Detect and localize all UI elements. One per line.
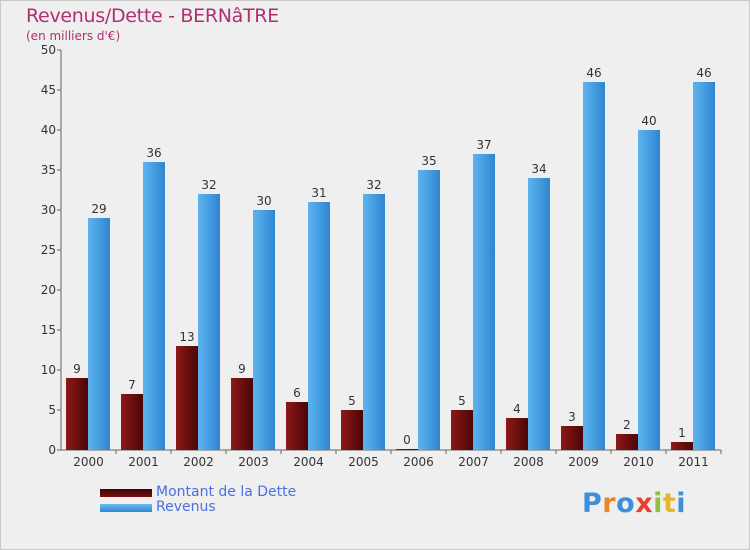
x-tick-label: 2005 xyxy=(348,455,379,469)
bar-revenus xyxy=(418,170,440,450)
data-label-dette: 13 xyxy=(179,330,194,344)
data-label-revenus: 30 xyxy=(256,194,271,208)
logo-letter: t xyxy=(662,488,677,519)
data-label-dette: 5 xyxy=(348,394,356,408)
data-label-dette: 3 xyxy=(568,410,576,424)
y-tick-label: 30 xyxy=(41,203,56,217)
bar-dette xyxy=(616,434,638,450)
bar-revenus xyxy=(308,202,330,450)
bar-dette xyxy=(561,426,583,450)
y-tick-label: 0 xyxy=(48,443,56,457)
logo-letter: r xyxy=(602,488,617,519)
bar-dette xyxy=(451,410,473,450)
bar-dette xyxy=(671,442,693,450)
logo-letter: x xyxy=(635,488,654,519)
x-tick-label: 2004 xyxy=(293,455,324,469)
y-tick-label: 10 xyxy=(41,363,56,377)
bar-dette xyxy=(286,402,308,450)
data-label-revenus: 46 xyxy=(586,66,601,80)
bar-dette xyxy=(66,378,88,450)
legend-label-revenus: Revenus xyxy=(156,499,216,515)
x-tick-label: 2000 xyxy=(73,455,104,469)
bar-revenus xyxy=(253,210,275,450)
bar-dette xyxy=(121,394,143,450)
data-label-revenus: 46 xyxy=(696,66,711,80)
logo-letter: i xyxy=(653,488,663,519)
data-label-dette: 5 xyxy=(458,394,466,408)
data-label-dette: 6 xyxy=(293,386,301,400)
x-tick-label: 2010 xyxy=(623,455,654,469)
data-label-dette: 2 xyxy=(623,418,631,432)
bar-dette xyxy=(231,378,253,450)
proxiti-logo: Proxiti xyxy=(582,488,686,519)
data-label-revenus: 40 xyxy=(641,114,656,128)
y-tick-label: 45 xyxy=(41,83,56,97)
y-tick-label: 20 xyxy=(41,283,56,297)
bar-dette xyxy=(341,410,363,450)
data-label-revenus: 31 xyxy=(311,186,326,200)
data-label-revenus: 37 xyxy=(476,138,491,152)
bar-revenus xyxy=(88,218,110,450)
x-tick-label: 2007 xyxy=(458,455,489,469)
y-tick-label: 40 xyxy=(41,123,56,137)
data-label-dette: 9 xyxy=(238,362,246,376)
bar-revenus xyxy=(363,194,385,450)
x-tick-label: 2006 xyxy=(403,455,434,469)
bar-revenus xyxy=(583,82,605,450)
data-label-revenus: 29 xyxy=(91,202,106,216)
data-label-dette: 4 xyxy=(513,402,521,416)
data-label-revenus: 34 xyxy=(531,162,546,176)
data-label-dette: 0 xyxy=(403,433,411,447)
chart-title: Revenus/Dette - BERNâTRE xyxy=(26,5,279,27)
x-tick-label: 2011 xyxy=(678,455,709,469)
bar-revenus xyxy=(198,194,220,450)
y-tick-label: 35 xyxy=(41,163,56,177)
data-label-revenus: 32 xyxy=(366,178,381,192)
bar-revenus xyxy=(143,162,165,450)
legend-label-dette: Montant de la Dette xyxy=(156,484,297,500)
data-label-revenus: 32 xyxy=(201,178,216,192)
x-tick-label: 2009 xyxy=(568,455,599,469)
data-label-dette: 1 xyxy=(678,426,686,440)
bar-dette xyxy=(176,346,198,450)
bar-revenus xyxy=(528,178,550,450)
x-tick-label: 2008 xyxy=(513,455,544,469)
data-label-revenus: 35 xyxy=(421,154,436,168)
bar-dette xyxy=(396,449,418,450)
bar-dette xyxy=(506,418,528,450)
legend-swatch-dette xyxy=(100,489,152,497)
chart-subtitle: (en milliers d'€) xyxy=(26,29,121,43)
y-tick-label: 15 xyxy=(41,323,56,337)
legend-swatch-revenus xyxy=(100,504,152,512)
x-tick-label: 2001 xyxy=(128,455,159,469)
x-tick-label: 2003 xyxy=(238,455,269,469)
y-tick-label: 5 xyxy=(48,403,56,417)
y-tick-label: 50 xyxy=(41,43,56,57)
data-label-revenus: 36 xyxy=(146,146,161,160)
bar-revenus xyxy=(693,82,715,450)
bar-revenus xyxy=(638,130,660,450)
logo-letter: P xyxy=(582,488,603,519)
logo-letter: o xyxy=(616,488,636,519)
x-tick-label: 2002 xyxy=(183,455,214,469)
logo-letter: i xyxy=(676,488,687,519)
bar-revenus xyxy=(473,154,495,450)
data-label-dette: 7 xyxy=(128,378,136,392)
data-label-dette: 9 xyxy=(73,362,81,376)
y-tick-label: 25 xyxy=(41,243,56,257)
